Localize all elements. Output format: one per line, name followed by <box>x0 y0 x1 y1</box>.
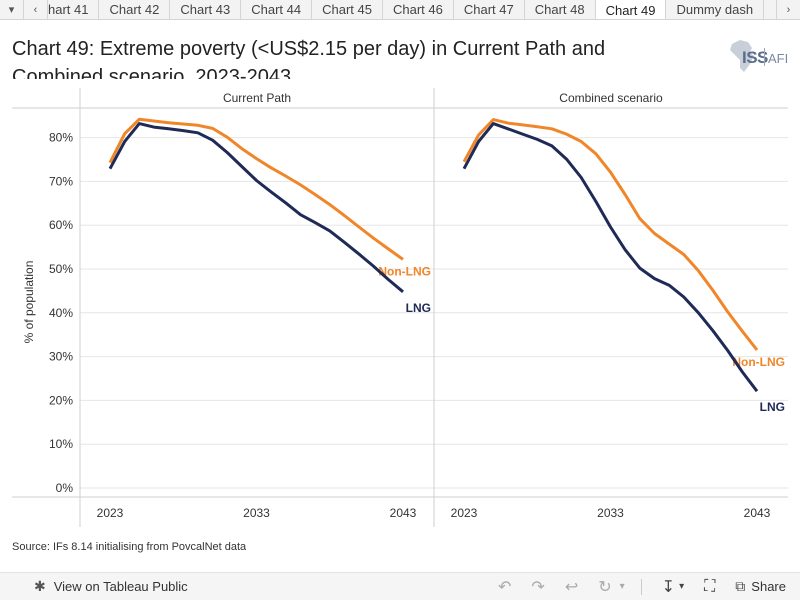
x-tick-label: 2043 <box>390 506 417 520</box>
tab-menu-chevron-down-icon[interactable]: ▾ <box>0 0 24 19</box>
sheet-tab[interactable]: Chart 49 <box>595 0 667 19</box>
series-label: LNG <box>760 400 785 414</box>
sheet-tab[interactable]: Chart 47 <box>454 0 525 19</box>
y-tick-label: 60% <box>49 218 73 232</box>
download-icon[interactable]: ↧ <box>661 578 676 596</box>
series-line-non-lng <box>462 118 759 351</box>
x-tick-label: 2033 <box>597 506 624 520</box>
source-note: Source: IFs 8.14 initialising from Povca… <box>12 541 247 553</box>
share-icon: ⧉ <box>735 578 746 594</box>
series-line-lng <box>108 122 404 293</box>
series-line-non-lng <box>108 117 404 261</box>
y-tick-label: 40% <box>49 306 73 320</box>
tab-scroll-left-icon[interactable]: ‹ <box>24 0 48 19</box>
panel-title: Combined scenario <box>559 91 663 105</box>
toolbar-divider <box>640 578 642 595</box>
logo-divider <box>764 48 765 66</box>
fullscreen-icon[interactable]: ⛶ <box>704 577 716 595</box>
series-line-lng <box>462 122 759 393</box>
x-tick-label: 2043 <box>744 506 771 520</box>
pause-dropdown-chevron-icon[interactable]: ▾ <box>619 581 625 592</box>
y-tick-label: 70% <box>49 174 73 188</box>
sheet-tab-bar: ▾ ‹ hart 41 Chart 42 Chart 43 Chart 44 Chart… <box>0 0 800 20</box>
y-tick-label: 30% <box>49 350 73 364</box>
sheet-tab[interactable]: Chart 44 <box>241 0 313 19</box>
view-on-tableau-public-link[interactable]: ✱ View on Tableau Public <box>34 578 188 595</box>
logo-suffix: AFI <box>768 51 789 66</box>
africa-logo-icon <box>730 40 754 72</box>
x-tick-label: 2023 <box>97 506 124 520</box>
y-tick-label: 80% <box>49 131 73 145</box>
undo-icon[interactable]: ↶ <box>498 578 512 596</box>
sheet-tab[interactable]: Chart 45 <box>312 0 383 19</box>
chart-title: Chart 49: Extreme poverty (<US$2.15 per … <box>12 38 606 79</box>
chart-area: 0% 10% 20% 30% 40% 50% 60% 70% 80% % of populatio… <box>0 84 800 534</box>
panel-title: Current Path <box>223 91 291 105</box>
tableau-toolbar: ✱ View on Tableau Public ↶ ↷ ↩ ↻ ▾ ↧ ▾ ⛶… <box>0 572 800 600</box>
sheet-tab[interactable]: Chart 48 <box>525 0 596 19</box>
series-label: Non-LNG <box>732 355 785 369</box>
y-tick-label: 50% <box>49 262 73 276</box>
sheet-tab[interactable]: Chart 46 <box>383 0 454 19</box>
series-label: LNG <box>406 301 431 315</box>
redo-icon[interactable]: ↷ <box>531 578 545 596</box>
x-tick-label: 2033 <box>243 506 270 520</box>
logo-name: ISS <box>742 48 768 67</box>
y-tick-label: 0% <box>56 481 74 495</box>
series-label: Non-LNG <box>378 264 431 278</box>
tab-scroll-right-icon[interactable]: › <box>776 0 800 19</box>
y-axis-title: % of population <box>22 261 36 344</box>
sheet-tab[interactable]: Chart 42 <box>99 0 171 19</box>
sheet-tab[interactable]: Chart 43 <box>170 0 242 19</box>
y-tick-label: 10% <box>49 437 73 451</box>
refresh-icon[interactable]: ↻ <box>598 578 612 596</box>
view-on-tableau-label: View on Tableau Public <box>53 579 188 594</box>
revert-icon[interactable]: ↩ <box>564 578 579 596</box>
share-label: Share <box>751 579 786 594</box>
y-tick-label: 20% <box>49 393 73 407</box>
tableau-logo-icon: ✱ <box>34 578 46 594</box>
sheet-tab[interactable]: hart 41 <box>48 0 100 19</box>
line-chart: 0% 10% 20% 30% 40% 50% 60% 70% 80% % of populatio… <box>12 88 788 527</box>
sheet-tab[interactable]: Dummy dash <box>666 0 765 19</box>
x-tick-label: 2023 <box>451 506 478 520</box>
download-chevron-icon[interactable]: ▾ <box>679 581 685 592</box>
share-button[interactable]: ⧉ Share <box>735 578 786 595</box>
sheet-tabs: hart 41 Chart 42 Chart 43 Chart 44 Chart 45 C… <box>48 0 776 19</box>
